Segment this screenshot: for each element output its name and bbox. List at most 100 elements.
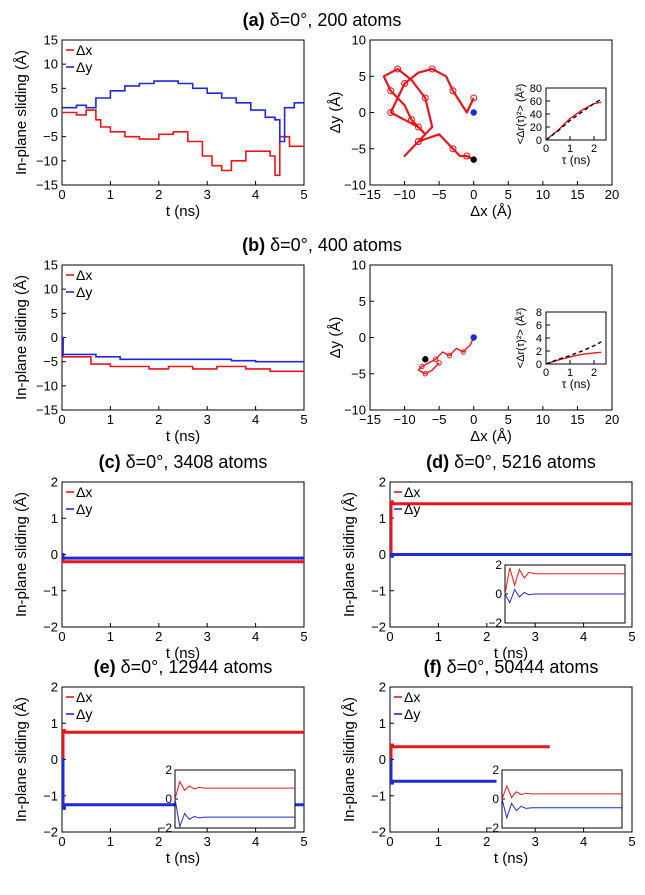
series-dy-line	[62, 80, 304, 143]
y-tick-label: 5	[359, 69, 366, 84]
x-tick-label: 1	[567, 143, 573, 155]
x-tick-label: 1	[107, 834, 114, 849]
panel-label: (d)	[426, 452, 449, 472]
series-dx-line	[390, 743, 550, 761]
y-tick-label: 2	[379, 680, 386, 695]
x-tick-label: 0	[543, 367, 549, 379]
y-tick-label: 6	[536, 320, 542, 332]
x-tick-label: 1	[107, 629, 114, 644]
trajectory-ring	[446, 352, 453, 359]
legend-label: Δy	[76, 501, 92, 517]
y-tick-label: 2	[536, 346, 542, 358]
y-tick-label: 0	[51, 330, 58, 345]
y-tick-label: 0	[51, 752, 58, 767]
x-tick-label: 0	[58, 629, 65, 644]
y-tick-label: 60	[530, 96, 542, 108]
inset-frame	[174, 769, 296, 829]
x-tick-label: 2	[155, 834, 162, 849]
y-axis-label: In-plane sliding (Å)	[341, 697, 358, 822]
x-tick-label: 10	[536, 412, 550, 427]
trajectory-ring	[422, 371, 429, 377]
panel-title-text: δ=0°, 200 atoms	[265, 10, 402, 30]
x-tick-label: 0	[543, 143, 549, 155]
panel-label: (b)	[242, 235, 265, 255]
x-tick-label: 20	[605, 187, 619, 202]
panel-label: (c)	[99, 452, 121, 472]
trajectory-ring	[387, 87, 395, 95]
legend-label: Δy	[404, 501, 420, 517]
y-tick-label: 5	[51, 306, 58, 321]
y-tick-label: −15	[36, 403, 58, 418]
y-tick-label: 40	[530, 109, 542, 121]
series-dx-line	[62, 109, 304, 177]
y-tick-label: 1	[379, 716, 386, 731]
inset-y-tick-label: 0	[492, 792, 499, 806]
y-tick-label: 10	[352, 33, 366, 48]
y-tick-label: −5	[351, 366, 366, 381]
trajectory-ring	[387, 109, 395, 116]
y-tick-label: 0	[379, 547, 386, 562]
x-tick-label: 4	[252, 629, 259, 644]
x-tick-label: 2	[591, 367, 597, 379]
panel-c-title: (c) δ=0°, 3408 atoms	[99, 452, 268, 472]
x-axis-label: t (ns)	[494, 850, 528, 867]
y-tick-label: −5	[43, 129, 58, 144]
inset-y-tick-label: 2	[495, 558, 502, 572]
x-tick-label: 15	[570, 412, 584, 427]
x-axis-label: t (ns)	[166, 645, 200, 662]
trajectory-ring	[419, 363, 425, 370]
inset-y-tick-label: −2	[485, 821, 499, 835]
panel-d-title: (d) δ=0°, 5216 atoms	[426, 452, 596, 472]
x-tick-label: 3	[204, 412, 211, 427]
trajectory-ring	[414, 123, 422, 131]
inset-series-line	[174, 798, 295, 829]
legend-label: Δx	[76, 484, 92, 500]
inset-y-tick-label: −2	[158, 821, 172, 835]
y-tick-label: −10	[344, 403, 366, 418]
x-tick-label: 3	[204, 629, 211, 644]
x-tick-label: 1	[107, 187, 114, 202]
x-tick-label: 3	[532, 629, 539, 644]
x-axis-label: t (ns)	[166, 850, 200, 867]
trajectory-ring	[428, 65, 436, 73]
y-tick-label: 10	[44, 57, 58, 72]
y-tick-label: 5	[51, 81, 58, 96]
y-tick-label: −10	[36, 153, 58, 168]
end-point-marker	[470, 156, 477, 163]
msd-fit-line	[545, 341, 602, 365]
y-tick-label: 0	[359, 105, 366, 120]
x-tick-label: 5	[300, 187, 307, 202]
trajectory-ring	[432, 356, 439, 362]
trajectory-ring	[407, 116, 415, 124]
y-tick-label: 2	[379, 475, 386, 490]
legend-label: Δy	[76, 284, 92, 300]
y-axis-label: In-plane sliding (Å)	[13, 697, 30, 822]
trajectory-ring	[449, 87, 457, 95]
inset-series-line	[174, 780, 295, 800]
legend-label: Δy	[404, 706, 420, 722]
y-tick-label: −1	[371, 583, 386, 598]
y-tick-label: 2	[51, 680, 58, 695]
y-tick-label: 10	[352, 258, 366, 273]
x-tick-label: 0	[470, 412, 477, 427]
x-tick-label: 2	[591, 143, 597, 155]
x-tick-label: 2	[155, 187, 162, 202]
x-tick-label: 2	[483, 629, 490, 644]
legend-label: Δx	[76, 689, 92, 705]
trajectory-ring	[414, 138, 422, 145]
chart_data.4-frame	[61, 481, 305, 628]
y-tick-label: 20	[530, 122, 542, 134]
x-tick-label: 5	[300, 629, 307, 644]
x-tick-label: −15	[359, 187, 381, 202]
y-tick-label: −2	[43, 620, 58, 635]
y-tick-label: −2	[371, 825, 386, 840]
x-tick-label: 15	[570, 187, 584, 202]
y-tick-label: 15	[44, 258, 58, 273]
y-tick-label: −2	[371, 620, 386, 635]
y-tick-label: 5	[359, 294, 366, 309]
x-tick-label: 5	[628, 629, 635, 644]
inset-y-tick-label: 0	[165, 792, 172, 806]
series-dy-line	[390, 758, 497, 785]
x-tick-label: 10	[536, 187, 550, 202]
